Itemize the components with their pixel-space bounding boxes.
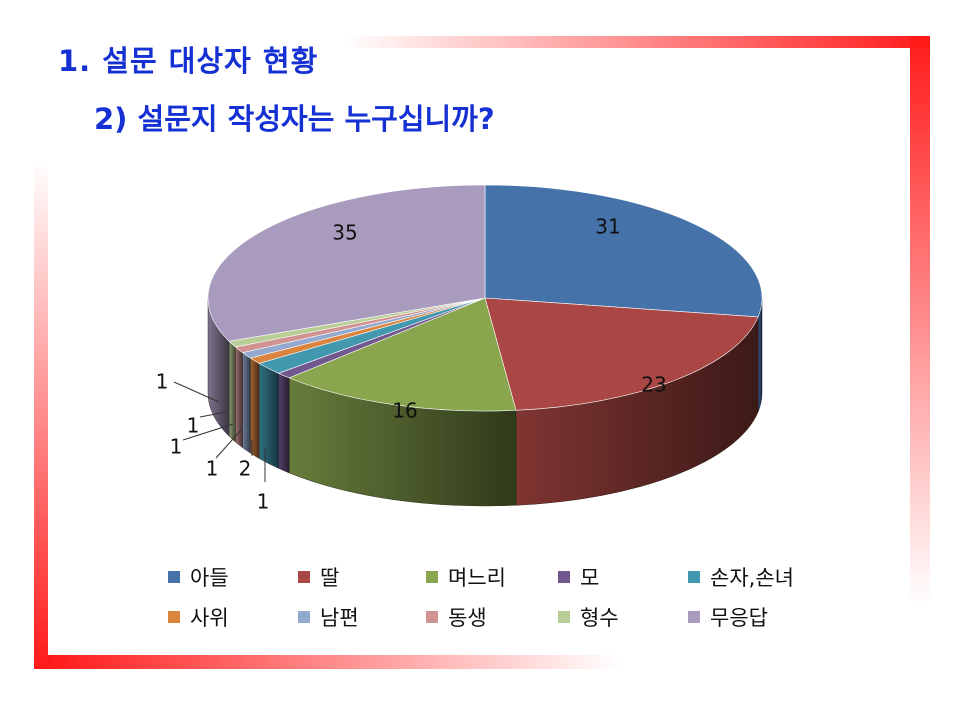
leader-line-남편 [182, 423, 234, 441]
frame-left-border [34, 160, 48, 669]
data-label-동생: 1 [187, 414, 200, 438]
frame-top-border [345, 36, 930, 48]
legend-label: 동생 [448, 606, 487, 630]
legend-swatch [426, 611, 438, 623]
data-label-손자,손녀: 2 [239, 457, 252, 481]
data-label-아들: 31 [595, 215, 620, 239]
data-label-모: 1 [257, 490, 270, 514]
legend-swatch [558, 611, 570, 623]
legend-item: 형수 [558, 602, 619, 632]
pie-side-남편 [242, 352, 251, 454]
legend-label: 사위 [190, 606, 229, 630]
legend-swatch [688, 611, 700, 623]
legend-swatch [298, 611, 310, 623]
legend-item: 딸 [298, 562, 339, 592]
legend-label: 손자,손녀 [710, 566, 794, 590]
frame-right-border [910, 36, 930, 606]
leader-line-동생 [199, 411, 227, 418]
legend-item: 며느리 [426, 562, 506, 592]
data-label-사위: 1 [206, 457, 219, 481]
legend-item: 사위 [168, 602, 229, 632]
legend-item: 남편 [298, 602, 359, 632]
pie-side-손자,손녀 [258, 362, 279, 469]
leader-line-형수 [173, 381, 220, 403]
legend-item: 무응답 [688, 602, 768, 632]
data-label-딸: 23 [641, 373, 666, 397]
pie-side-walls [207, 297, 763, 507]
legend-item: 손자,손녀 [688, 562, 794, 592]
legend-swatch [168, 611, 180, 623]
pie-slice-무응답 [207, 184, 486, 342]
data-label-무응답: 35 [332, 221, 357, 245]
legend-swatch [688, 571, 700, 583]
pie-side-형수 [228, 340, 236, 443]
pie-slice-아들 [484, 184, 763, 318]
data-label-남편: 1 [170, 435, 183, 459]
legend-item: 아들 [168, 562, 229, 592]
legend-swatch [558, 571, 570, 583]
legend-label: 딸 [320, 566, 340, 590]
pie-slice-딸 [484, 297, 759, 411]
pie-top-faces [207, 184, 763, 412]
legend-label: 모 [580, 566, 600, 590]
data-label-형수: 1 [156, 370, 169, 394]
legend-swatch [168, 571, 180, 583]
data-label-며느리: 16 [392, 399, 417, 423]
page-title: 1. 설문 대상자 현황 [58, 44, 319, 78]
question-subtitle: 2) 설문지 작성자는 누구십니까? [94, 102, 495, 136]
legend-label: 며느리 [448, 566, 506, 590]
leader-line-사위 [215, 429, 242, 459]
legend-label: 무응답 [710, 606, 768, 630]
legend-swatch [298, 571, 310, 583]
legend-swatch [426, 571, 438, 583]
frame-bottom-border [48, 655, 620, 669]
legend-item: 모 [558, 562, 599, 592]
pie-slice-며느리 [288, 297, 517, 412]
pie-side-모 [278, 372, 290, 474]
legend-label: 남편 [320, 606, 359, 630]
legend-item: 동생 [426, 602, 487, 632]
legend-label: 아들 [190, 566, 229, 590]
legend-label: 형수 [580, 606, 619, 630]
